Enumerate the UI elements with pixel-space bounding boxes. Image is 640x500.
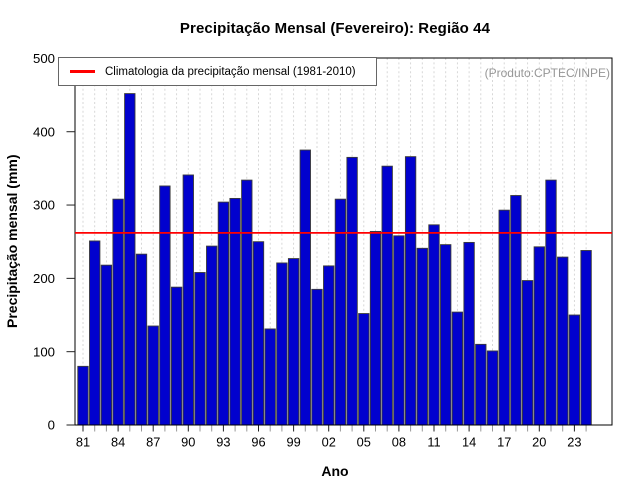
bar-24 <box>580 250 592 426</box>
x-tick-label: 81 <box>76 435 90 450</box>
bar-83 <box>100 264 113 426</box>
bar-17 <box>498 209 510 426</box>
bar-15 <box>475 343 487 426</box>
bar-02 <box>323 265 335 426</box>
x-tick-label: 14 <box>462 435 476 450</box>
bar-88 <box>159 185 171 426</box>
bar-00 <box>299 149 311 426</box>
bar-07 <box>381 165 393 426</box>
bar-85 <box>124 93 136 426</box>
bar-05 <box>358 313 370 426</box>
bar-96 <box>252 241 265 426</box>
bar-81 <box>77 365 89 426</box>
climatology-line-swatch <box>70 70 95 73</box>
x-tick-label: 20 <box>532 435 546 450</box>
bar-22 <box>557 256 569 426</box>
bar-89 <box>170 286 183 426</box>
bar-95 <box>241 179 253 426</box>
bar-97 <box>264 328 276 426</box>
x-tick-label: 08 <box>392 435 406 450</box>
bar-09 <box>404 156 417 426</box>
x-tick-label: 93 <box>216 435 230 450</box>
bar-92 <box>206 245 218 426</box>
bar-20 <box>533 246 545 426</box>
bar-87 <box>147 325 159 426</box>
x-tick-label: 87 <box>146 435 160 450</box>
y-tick-label: 200 <box>33 271 55 286</box>
legend-box: Climatologia da precipitação mensal (198… <box>58 57 377 86</box>
x-tick-label: 96 <box>251 435 265 450</box>
y-tick-label: 100 <box>33 344 55 359</box>
y-tick-label: 400 <box>33 124 55 139</box>
producer-annotation: (Produto:CPTEC/INPE) <box>484 66 610 80</box>
y-axis-title: Precipitação mensal (mm) <box>4 154 20 329</box>
bar-16 <box>486 350 499 426</box>
y-tick-label: 500 <box>33 51 55 66</box>
bar-18 <box>510 195 522 426</box>
bar-21 <box>545 179 557 426</box>
x-tick-label: 02 <box>322 435 336 450</box>
y-tick-label: 0 <box>48 418 55 433</box>
bar-86 <box>135 253 148 426</box>
bar-06 <box>369 230 382 426</box>
x-tick-label: 90 <box>181 435 195 450</box>
x-tick-label: 11 <box>427 435 440 450</box>
y-tick-label: 300 <box>33 198 55 213</box>
bar-23 <box>568 314 581 426</box>
bar-04 <box>346 156 358 426</box>
bar-98 <box>276 262 288 426</box>
x-axis-title: Ano <box>321 463 349 479</box>
bar-19 <box>521 280 534 426</box>
x-tick-label: 84 <box>111 435 125 450</box>
x-tick-label: 23 <box>567 435 581 450</box>
bar-12 <box>440 244 452 426</box>
bar-10 <box>416 247 428 426</box>
x-tick-label: 99 <box>286 435 300 450</box>
chart-title: Precipitação Mensal (Fevereiro): Região … <box>179 20 491 37</box>
x-tick-label: 05 <box>357 435 371 450</box>
bar-01 <box>311 288 323 426</box>
bar-13 <box>451 311 464 426</box>
legend-label: Climatologia da precipitação mensal (198… <box>105 65 356 78</box>
bar-90 <box>182 174 194 426</box>
bar-82 <box>89 240 101 426</box>
bar-93 <box>217 201 230 426</box>
bar-11 <box>428 224 440 426</box>
bar-08 <box>393 235 405 426</box>
bar-14 <box>463 241 475 426</box>
x-tick-label: 17 <box>497 435 511 450</box>
bar-99 <box>287 258 300 426</box>
bar-91 <box>194 272 206 426</box>
